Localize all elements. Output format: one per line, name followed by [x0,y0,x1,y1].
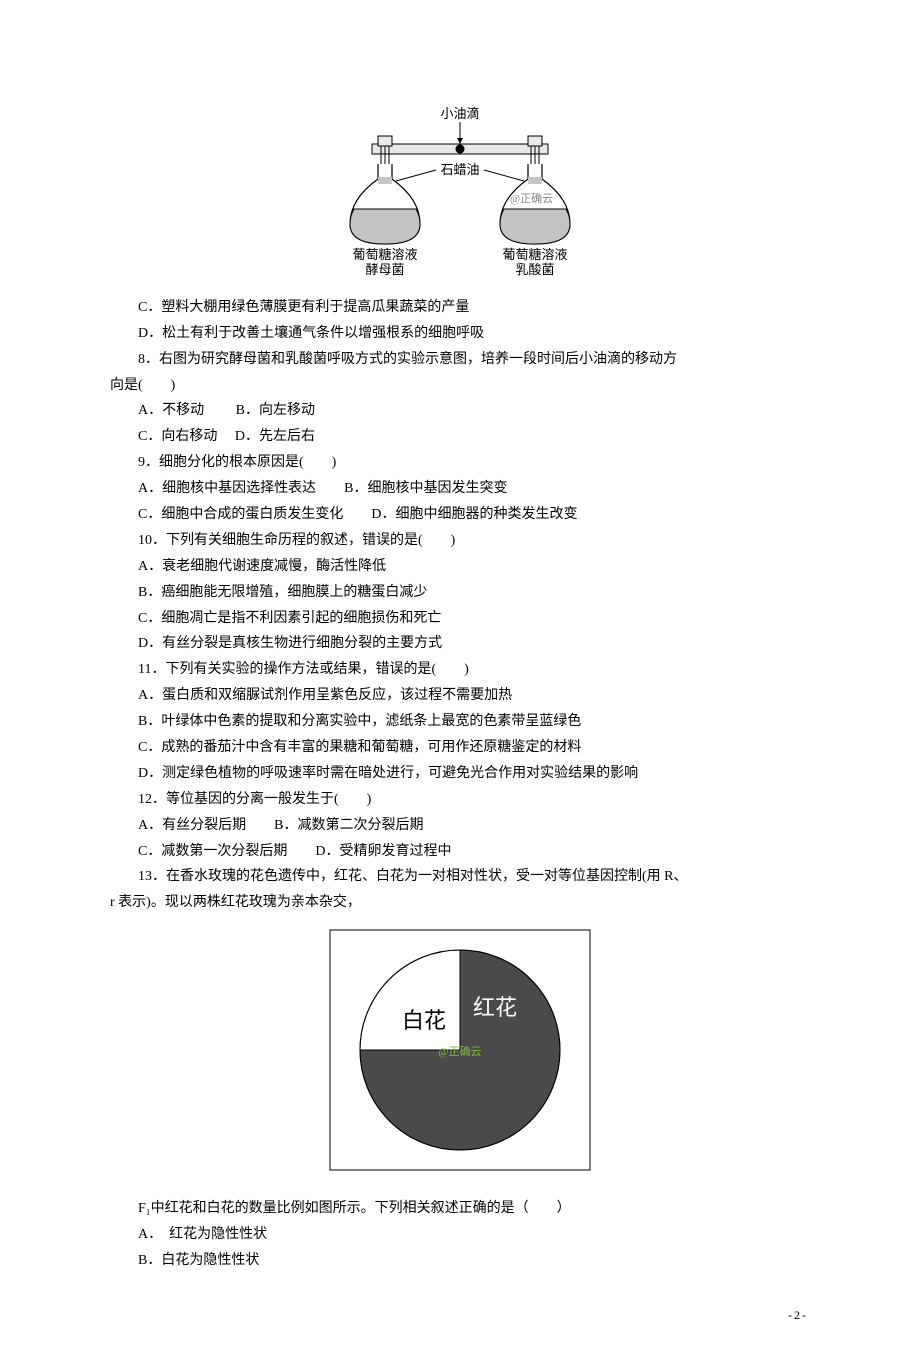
oil-drop-icon [456,145,465,154]
q10-stem: 10．下列有关细胞生命历程的叙述，错误的是( ) [110,528,810,554]
q10-option-d: D．有丝分裂是真核生物进行细胞分裂的主要方式 [110,631,810,657]
q13-option-b: B．白花为隐性性状 [110,1248,810,1274]
q9-stem: 9．细胞分化的根本原因是( ) [110,450,810,476]
q8-option-cd: C．向右移动 D．先左后右 [110,424,810,450]
pie-white-slice [360,950,460,1050]
q12-option-ab: A．有丝分裂后期 B．减数第二次分裂后期 [110,813,810,839]
q9-option-cd: C．细胞中合成的蛋白质发生变化 D．细胞中细胞器的种类发生改变 [110,502,810,528]
q11-stem: 11．下列有关实验的操作方法或结果，错误的是( ) [110,657,810,683]
figure-flask-apparatus: 小油滴 石蜡油 [110,104,810,289]
q13-stem-2: r 表示)。现以两株红花玫瑰为亲本杂交， [110,890,810,916]
q8-stem-2: 向是( ) [110,373,810,399]
pie-watermark: @正确云 [438,1045,481,1058]
right-liquid [500,209,570,244]
right-caption-2: 乳酸菌 [515,262,554,277]
pie-white-label: 白花 [402,1008,446,1033]
pie-svg: 红花 白花 @正确云 [320,920,600,1180]
q13-option-a: A． 红花为隐性性状 [110,1222,810,1248]
page-number: -2- [110,1304,810,1326]
q10-option-a: A．衰老细胞代谢速度减慢，酶活性降低 [110,554,810,580]
q11-option-d: D．测定绿色植物的呼吸速率时需在暗处进行，可避免光合作用对实验结果的影响 [110,761,810,787]
q7-option-c: C．塑料大棚用绿色薄膜更有利于提高瓜果蔬菜的产量 [110,295,810,321]
q12-stem: 12．等位基因的分离一般发生于( ) [110,787,810,813]
pie-red-label: 红花 [473,995,517,1020]
page-content: 小油滴 石蜡油 [0,0,920,1366]
q9-option-ab: A．细胞核中基因选择性表达 B．细胞核中基因发生突变 [110,476,810,502]
q11-option-b: B．叶绿体中色素的提取和分离实验中，滤纸条上最宽的色素带呈蓝绿色 [110,709,810,735]
q10-option-b: B．癌细胞能无限增殖，细胞膜上的糖蛋白减少 [110,580,810,606]
figure-pie-chart: 红花 白花 @正确云 [110,920,810,1190]
page-number-value: 2 [794,1308,800,1322]
flask-svg: 小油滴 石蜡油 [300,104,620,279]
paraffin-label: 石蜡油 [440,162,479,177]
oil-drop-label: 小油滴 [440,106,479,121]
q8-stem-1: 8．右图为研究酵母菌和乳酸菌呼吸方式的实验示意图，培养一段时间后小油滴的移动方 [110,347,810,373]
q12-option-cd: C．减数第一次分裂后期 D．受精卵发育过程中 [110,839,810,865]
q11-option-c: C．成熟的番茄汁中含有丰富的果糖和葡萄糖，可用作还原糖鉴定的材料 [110,735,810,761]
q11-option-a: A．蛋白质和双缩脲试剂作用呈紫色反应，该过程不需要加热 [110,683,810,709]
left-caption-2: 酵母菌 [365,262,404,277]
q10-option-c: C．细胞凋亡是指不利因素引起的细胞损伤和死亡 [110,606,810,632]
q13-f1: F₁中红花和白花的数量比例如图所示。下列相关叙述正确的是（ ） [110,1196,810,1222]
left-liquid [350,209,420,244]
left-caption-1: 葡萄糖溶液 [352,247,417,262]
q13-stem-1: 13．在香水玫瑰的花色遗传中，红花、白花为一对相对性状，受一对等位基因控制(用 … [110,864,810,890]
figure1-watermark: @正确云 [510,192,553,205]
q7-option-d: D．松土有利于改善土壤通气条件以增强根系的细胞呼吸 [110,321,810,347]
q8-option-ab: A．不移动 B．向左移动 [110,398,810,424]
right-caption-1: 葡萄糖溶液 [502,247,567,262]
